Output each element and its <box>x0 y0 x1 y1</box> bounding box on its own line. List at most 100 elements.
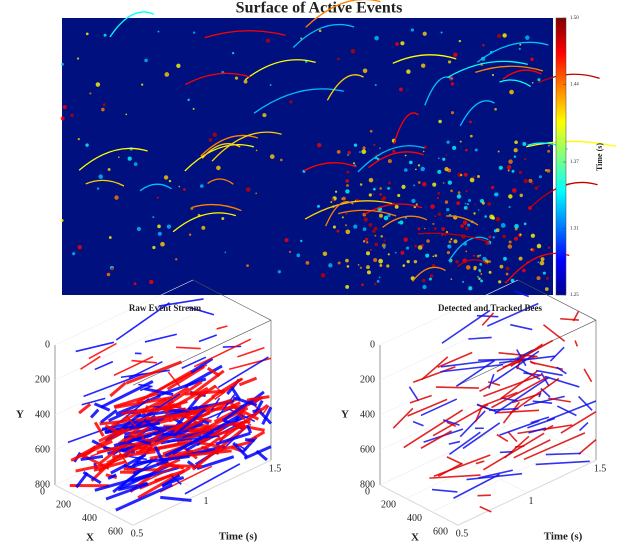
event-trace <box>222 345 242 348</box>
event-trace <box>78 403 92 415</box>
event-trace <box>556 366 567 375</box>
event-pixel <box>503 256 507 261</box>
x-tick-label: 200 <box>381 500 396 511</box>
x-tick-label: 600 <box>108 526 123 537</box>
event-pixel <box>508 205 511 209</box>
event-trace <box>137 464 180 486</box>
event-pixel <box>459 173 463 177</box>
event-trace <box>437 351 473 368</box>
event-trace <box>99 408 118 424</box>
bee-streak <box>502 69 542 80</box>
event-pixel <box>474 203 477 206</box>
axis-line <box>517 279 597 321</box>
event-pixel <box>440 31 443 34</box>
event-pixel <box>208 138 213 142</box>
event-trace <box>211 377 243 399</box>
grid-line <box>379 314 519 381</box>
bee-streak <box>526 140 616 148</box>
event-pixel <box>476 254 480 258</box>
event-trace <box>448 440 461 445</box>
event-pixel <box>544 287 549 291</box>
event-pixel <box>499 264 504 269</box>
event-pixel <box>493 192 498 197</box>
event-trace <box>486 302 539 327</box>
event-pixel <box>95 82 101 87</box>
event-pixel <box>149 279 154 285</box>
event-trace <box>403 409 464 449</box>
event-pixel <box>466 208 469 211</box>
event-pixel <box>429 274 434 278</box>
event-pixel <box>374 234 377 237</box>
event-pixel <box>85 32 89 36</box>
event-pixel <box>500 223 506 228</box>
event-pixel <box>498 280 502 284</box>
event-trace <box>137 466 191 499</box>
event-pixel <box>431 264 436 268</box>
event-trace <box>206 366 221 377</box>
event-trace <box>216 440 252 453</box>
event-pixel <box>245 187 251 192</box>
x-tick-label: 200 <box>56 500 71 511</box>
y-tick-label: 600 <box>360 444 375 455</box>
event-pixel <box>110 267 114 271</box>
event-pixel <box>406 69 411 74</box>
event-pixel <box>479 263 483 266</box>
event-pixel <box>96 187 100 190</box>
event-pixel <box>317 204 320 208</box>
event-pixel <box>404 154 407 157</box>
event-trace <box>446 421 457 428</box>
event-trace <box>143 418 162 432</box>
event-pixel <box>514 140 518 145</box>
event-pixel <box>446 207 450 212</box>
event-pixel <box>505 266 510 271</box>
event-pixel <box>413 259 418 264</box>
event-trace <box>166 463 203 469</box>
event-trace <box>136 407 186 418</box>
event-pixel <box>421 181 427 187</box>
bee-streak <box>78 147 148 171</box>
event-pixel <box>392 149 396 153</box>
event-pixel <box>403 168 408 172</box>
event-pixel <box>284 238 289 243</box>
event-pixel <box>77 245 82 250</box>
event-pixel <box>108 236 112 239</box>
event-pixel <box>345 258 349 263</box>
event-pixel <box>547 246 551 249</box>
event-trace <box>435 386 479 389</box>
event-pixel <box>102 103 106 107</box>
event-trace <box>482 432 545 471</box>
event-trace <box>420 430 452 449</box>
event-pixel <box>352 162 356 165</box>
event-pixel <box>493 229 498 233</box>
event-trace <box>514 290 530 298</box>
event-pixel <box>331 198 335 202</box>
z-tick-label: 0.5 <box>131 528 144 539</box>
event-trace <box>523 395 565 407</box>
y-axis-label: Y <box>341 409 349 421</box>
event-trace <box>578 438 597 455</box>
subplot-title: Raw Event Stream <box>129 303 202 313</box>
event-trace <box>158 298 204 307</box>
event-trace <box>111 397 167 428</box>
colorbar-tick-label: 1.25 <box>570 293 579 298</box>
event-trace <box>123 426 150 443</box>
event-pixel <box>330 201 333 203</box>
event-trace <box>167 371 181 387</box>
event-trace <box>191 426 247 471</box>
event-pixel <box>481 201 485 205</box>
event-trace <box>173 408 207 437</box>
event-trace <box>501 397 518 402</box>
event-pixel <box>60 116 65 121</box>
event-pixel <box>341 196 346 201</box>
event-trace <box>261 405 270 416</box>
event-pixel <box>296 253 301 258</box>
subplot-title: Detected and Tracked Bees <box>438 303 542 313</box>
event-trace <box>163 386 209 413</box>
event-trace <box>167 435 220 443</box>
event-trace <box>120 369 170 379</box>
event-pixel <box>410 28 415 32</box>
bee-streak <box>393 112 419 145</box>
event-pixel <box>60 218 64 222</box>
event-pixel <box>133 162 138 166</box>
event-pixel <box>534 186 539 190</box>
